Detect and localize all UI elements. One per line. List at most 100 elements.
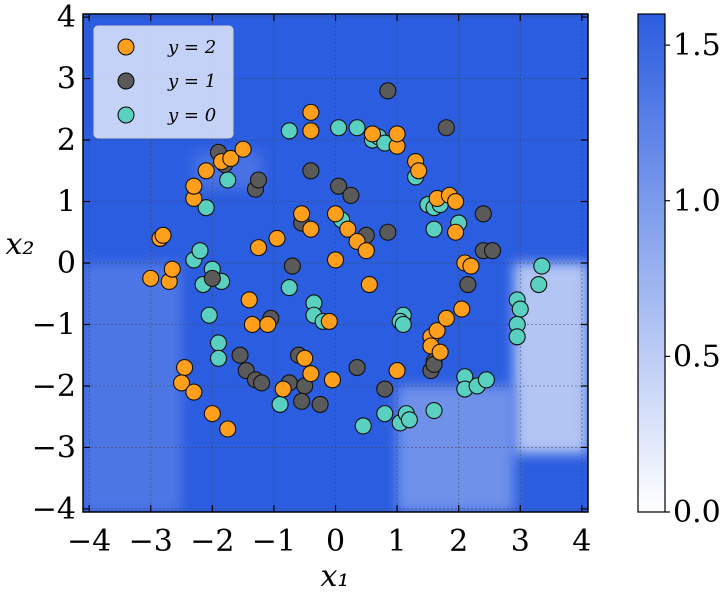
y-tick-label: −2 [32,369,76,404]
point-y2 [363,125,382,143]
point-y2 [302,220,320,238]
point-y0 [376,405,394,423]
colorbar-ticks: 0.0 0.5 1.0 1.5 [665,28,720,530]
point-y0 [209,334,228,352]
point-y2 [326,205,345,223]
point-y1 [474,205,492,223]
x-tick-label: 1 [388,524,407,559]
point-y1 [311,395,329,413]
point-y1 [203,269,221,287]
point-y2 [154,226,172,244]
colorbar-tick-label: 1.5 [673,28,720,63]
point-y2 [259,315,277,334]
point-y2 [234,140,252,158]
point-y2 [437,309,455,327]
point-y1 [437,119,455,137]
point-y0 [219,171,237,189]
y-tick-label: 2 [57,123,76,158]
legend-marker-y1 [117,72,135,90]
point-y0 [394,315,412,334]
point-y2 [142,269,160,287]
point-y0 [200,306,218,324]
point-y1 [283,257,301,275]
point-y2 [302,103,320,121]
point-y2 [163,260,181,278]
point-y2 [185,383,203,401]
point-y1 [379,223,397,241]
scatter-points [142,82,551,438]
colorbar-tick-label: 1.0 [673,184,720,219]
y-tick-label: 1 [57,185,76,220]
x-tick-label: −2 [190,524,234,559]
point-y2 [462,257,480,275]
y-tick-label: −3 [32,430,76,465]
colorbar-tick-label: 0.5 [673,339,720,374]
point-y2 [293,205,311,223]
colorbar-gradient [637,13,666,513]
heatmap-region-1 [397,385,515,512]
point-y2 [360,275,378,294]
point-y1 [253,374,271,392]
y-axis-label: x₂ [6,227,35,262]
point-y1 [483,242,502,260]
point-y0 [271,395,289,413]
point-y0 [425,220,443,238]
point-y2 [302,122,320,140]
point-y2 [323,371,341,389]
point-y1 [302,162,320,180]
point-y1 [379,82,397,100]
legend: y = 2 y = 1 y = 0 [93,25,234,139]
point-y0 [209,349,228,367]
x-tick-label: 2 [449,524,468,559]
colorbar-tick-label: 0.0 [673,495,720,530]
point-y0 [354,417,372,435]
point-y0 [348,119,366,137]
point-y2 [296,349,314,367]
point-y2 [219,420,237,438]
point-y0 [400,411,418,429]
point-y2 [431,343,449,361]
point-y2 [176,358,194,377]
point-y2 [339,220,357,238]
point-y0 [197,199,215,217]
x-tick-label: 3 [511,524,530,559]
legend-marker-y0 [117,106,135,124]
point-y2 [447,223,465,241]
point-y2 [240,291,258,309]
point-y2 [320,312,338,330]
legend-marker-y2 [117,38,135,56]
point-y2 [274,380,292,398]
point-y1 [342,186,360,204]
x-tick-label: −4 [67,524,111,559]
point-y2 [203,405,221,423]
point-y2 [249,239,268,257]
x-tick-label: 0 [326,524,345,559]
point-y2 [357,242,375,260]
point-y2 [326,251,345,269]
point-y2 [302,365,320,383]
point-y1 [348,358,366,377]
point-y0 [533,257,551,275]
y-tick-label: 0 [57,246,76,281]
point-y0 [330,119,348,137]
heatmap-region-2 [83,263,182,512]
point-y2 [268,229,286,247]
point-y1 [330,177,348,195]
point-y1 [293,392,311,410]
y-tick-label: −1 [32,307,76,342]
point-y2 [172,374,191,392]
x-tick-label: 4 [572,524,591,559]
plot-area: −4 −3 −2 −1 0 1 2 3 4 −4 −3 −2 −1 0 1 2 3 4 [32,0,592,559]
legend-label-y0: y = 0 [167,105,216,126]
point-y0 [511,300,529,318]
colorbar: 0.0 0.5 1.0 1.5 [637,13,720,530]
axis-ticks: −4 −3 −2 −1 0 1 2 3 4 −4 −3 −2 −1 0 1 2 3 4 [32,0,592,559]
x-tick-label: −1 [252,524,296,559]
point-y0 [508,328,526,346]
x-axis-label: x₁ [321,559,350,594]
point-y2 [447,192,465,211]
y-tick-label: 4 [57,0,76,35]
point-y0 [280,122,298,140]
legend-label-y1: y = 1 [167,71,216,92]
